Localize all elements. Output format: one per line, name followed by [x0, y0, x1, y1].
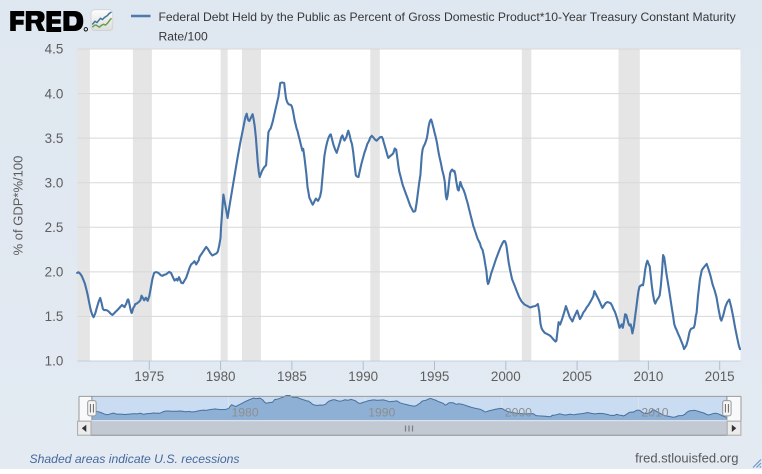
svg-text:fred.stlouisfed.org: fred.stlouisfed.org — [635, 451, 738, 466]
svg-text:3.0: 3.0 — [45, 175, 64, 190]
svg-text:4.5: 4.5 — [45, 42, 64, 57]
svg-text:Rate/100: Rate/100 — [159, 29, 209, 43]
svg-text:1980: 1980 — [206, 369, 236, 384]
svg-text:1980: 1980 — [232, 406, 259, 420]
svg-text:% of GDP*%/100: % of GDP*%/100 — [11, 156, 26, 256]
svg-text:2.5: 2.5 — [45, 220, 64, 235]
svg-text:1995: 1995 — [420, 369, 450, 384]
svg-text:1985: 1985 — [277, 369, 307, 384]
svg-text:1.0: 1.0 — [45, 354, 64, 369]
svg-text:2005: 2005 — [562, 369, 592, 384]
svg-text:4.0: 4.0 — [45, 86, 64, 101]
svg-text:Shaded areas indicate U.S. rec: Shaded areas indicate U.S. recessions — [30, 452, 240, 466]
svg-text:2010: 2010 — [634, 369, 664, 384]
svg-text:2015: 2015 — [705, 369, 735, 384]
svg-text:1990: 1990 — [348, 369, 378, 384]
svg-text:1990: 1990 — [368, 406, 395, 420]
svg-text:2000: 2000 — [505, 406, 532, 420]
svg-text:2.0: 2.0 — [45, 265, 64, 280]
svg-text:1.5: 1.5 — [45, 309, 64, 324]
svg-text:Federal Debt Held by the Publi: Federal Debt Held by the Public as Perce… — [159, 10, 737, 24]
svg-text:2000: 2000 — [491, 369, 521, 384]
svg-text:3.5: 3.5 — [45, 131, 64, 146]
svg-text:2010: 2010 — [641, 406, 668, 420]
svg-text:1975: 1975 — [134, 369, 164, 384]
